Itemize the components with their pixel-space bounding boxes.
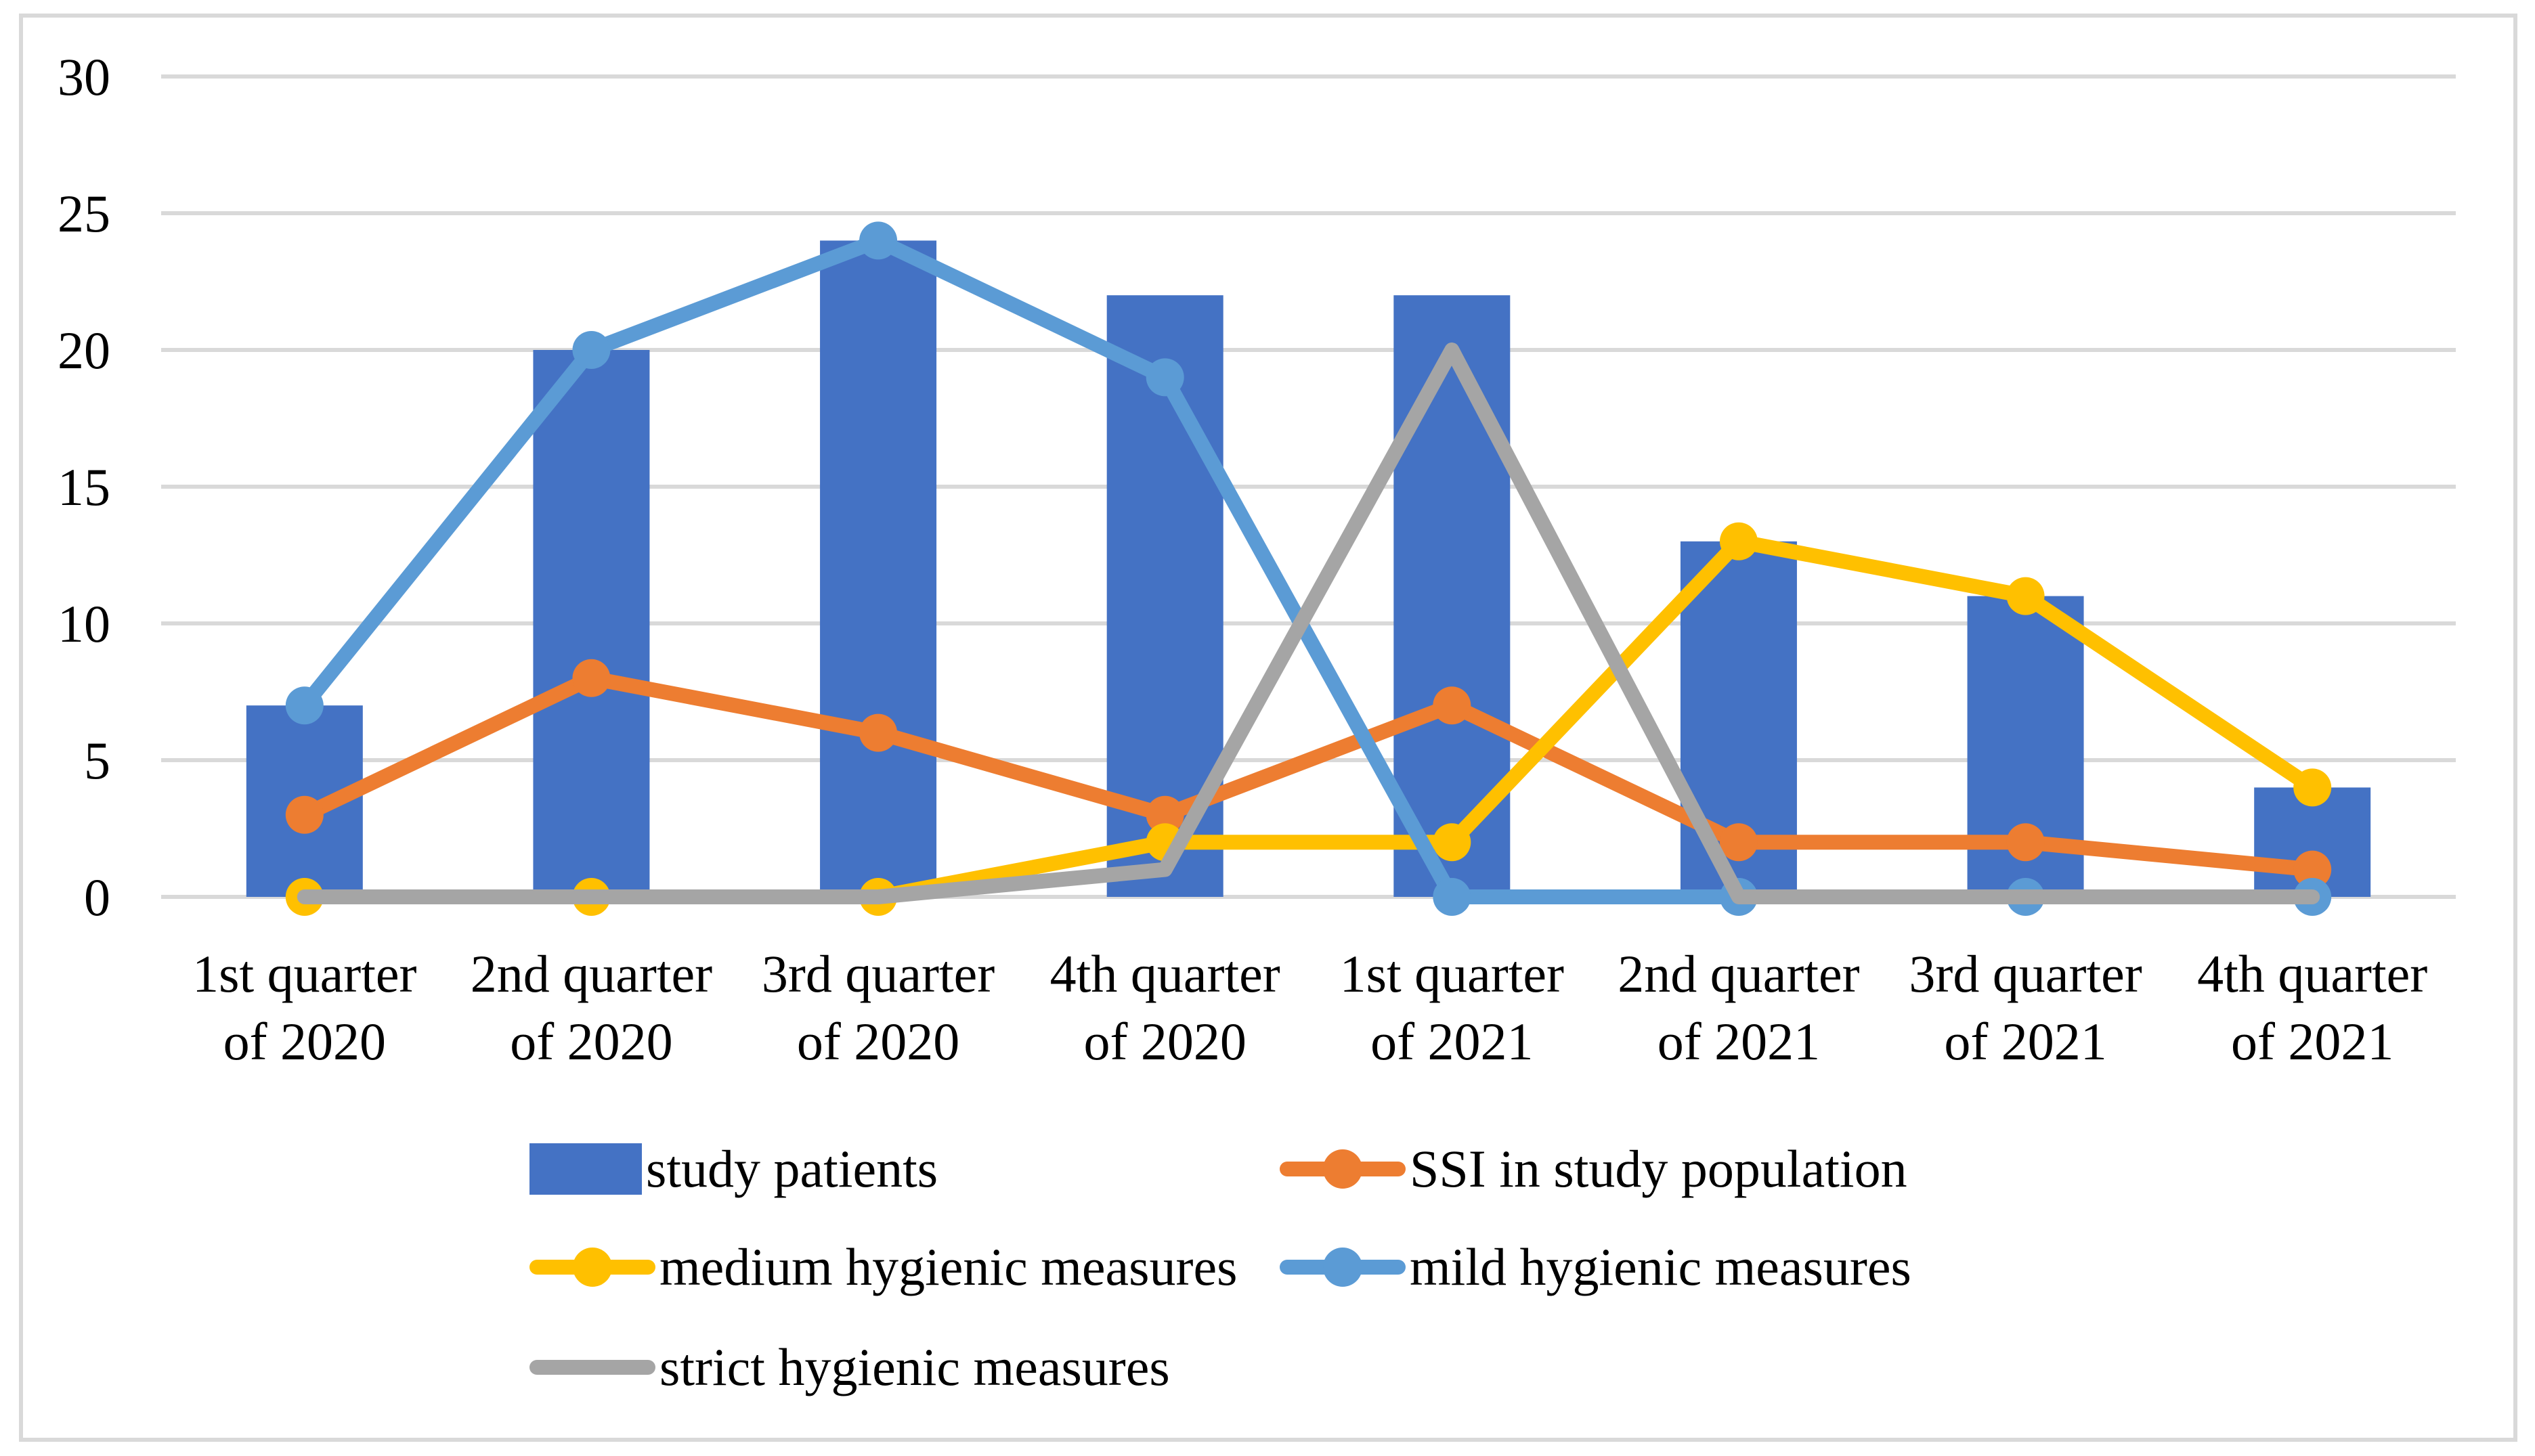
y-tick-label: 0 xyxy=(84,868,110,927)
marker-medium-hygienic-measures xyxy=(2293,768,2332,807)
marker-ssi-in-study-population xyxy=(1433,686,1471,725)
x-category-label-line1: 4th quarter xyxy=(1050,944,1280,1003)
x-category-label-line1: 1st quarter xyxy=(1340,944,1564,1003)
x-category-label-line1: 1st quarter xyxy=(192,944,416,1003)
x-category-label-line1: 2nd quarter xyxy=(471,944,712,1003)
y-tick-label: 10 xyxy=(58,594,110,653)
marker-ssi-in-study-population xyxy=(2006,823,2045,862)
x-category-label-line1: 3rd quarter xyxy=(1909,944,2142,1003)
marker-ssi-in-study-population xyxy=(572,659,611,697)
marker-mild-hygienic-measures xyxy=(285,686,324,725)
y-axis-tick-labels: 0 5 10 15 20 25 30 xyxy=(58,47,110,927)
y-tick-label: 15 xyxy=(58,458,110,516)
marker-ssi-in-study-population xyxy=(1146,795,1184,834)
x-category-label-line2: of 2020 xyxy=(223,1012,386,1071)
marker-mild-hygienic-measures xyxy=(1146,358,1184,397)
y-tick-label: 20 xyxy=(58,321,110,380)
x-category-label-line2: of 2021 xyxy=(1944,1012,2106,1071)
x-category-label-line1: 3rd quarter xyxy=(762,944,995,1003)
x-axis-category-labels: 1st quarter of 2020 2nd quarter of 2020 3rd … xyxy=(192,944,2427,1071)
line-series-ssi-in-study-population xyxy=(285,659,2332,889)
x-category-label-line2: of 2021 xyxy=(2231,1012,2393,1071)
marker-ssi-in-study-population xyxy=(285,795,324,834)
bar xyxy=(533,350,650,897)
marker-ssi-in-study-population xyxy=(1719,823,1758,862)
marker-medium-hygienic-measures xyxy=(1433,823,1471,862)
line-strict-hygienic-measures xyxy=(297,343,2320,904)
marker-mild-hygienic-measures xyxy=(572,331,611,369)
x-category-label-line2: of 2020 xyxy=(510,1012,672,1071)
line-ssi-in-study-population xyxy=(297,670,2320,877)
x-category-label-line2: of 2020 xyxy=(1083,1012,1246,1071)
line-series-strict-hygienic-measures xyxy=(297,343,2320,904)
bar-series-study-patients xyxy=(246,240,2371,897)
y-tick-label: 30 xyxy=(58,47,110,106)
marker-medium-hygienic-measures xyxy=(2006,577,2045,615)
y-tick-label: 5 xyxy=(84,731,110,790)
x-category-label-line1: 2nd quarter xyxy=(1618,944,1859,1003)
bar xyxy=(820,240,937,897)
y-tick-label: 25 xyxy=(58,184,110,243)
marker-medium-hygienic-measures xyxy=(1719,522,1758,560)
marker-ssi-in-study-population xyxy=(859,713,898,752)
gridlines xyxy=(161,74,2456,899)
x-category-label-line1: 4th quarter xyxy=(2197,944,2427,1003)
x-category-label-line2: of 2021 xyxy=(1658,1012,1820,1071)
figure-border xyxy=(19,14,2517,1442)
x-category-label-line2: of 2021 xyxy=(1370,1012,1533,1071)
x-category-label-line2: of 2020 xyxy=(797,1012,959,1071)
marker-ssi-in-study-population xyxy=(2293,850,2332,889)
marker-mild-hygienic-measures xyxy=(1433,878,1471,916)
marker-mild-hygienic-measures xyxy=(859,221,898,260)
